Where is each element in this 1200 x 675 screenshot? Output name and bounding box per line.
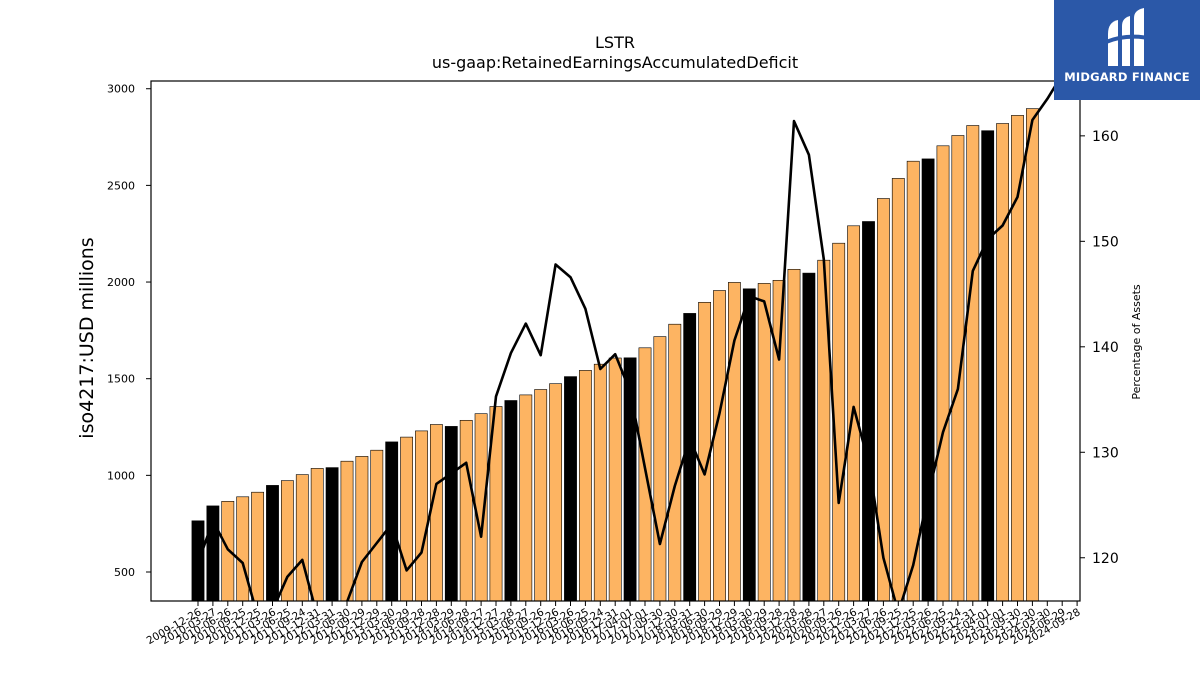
bar	[504, 400, 518, 602]
bar	[787, 268, 801, 602]
bar	[593, 363, 607, 602]
bar	[951, 135, 965, 602]
bar	[757, 283, 771, 602]
chart-subtitle: us-gaap:RetainedEarningsAccumulatedDefic…	[432, 53, 798, 72]
logo-text: MIDGARD FINANCE	[1064, 70, 1190, 84]
bar	[921, 158, 935, 602]
bar	[251, 491, 264, 602]
y-tick-label: 2000	[107, 276, 135, 289]
bar	[608, 357, 622, 602]
y-tick-label: 500	[114, 566, 135, 579]
y2-tick-label: 150	[1092, 234, 1119, 250]
bar	[772, 279, 786, 602]
bar	[996, 123, 1009, 602]
bar	[668, 323, 682, 602]
bar	[400, 436, 413, 602]
y-tick-label: 1500	[107, 373, 135, 386]
bar	[1026, 108, 1039, 602]
bar	[295, 474, 309, 602]
bar	[266, 485, 279, 602]
bar	[906, 160, 920, 602]
y-tick-label: 1000	[107, 469, 135, 482]
logo: MIDGARD FINANCE	[1054, 0, 1200, 100]
chart-title: LSTR	[595, 33, 635, 52]
bar	[310, 468, 324, 602]
bar	[370, 449, 384, 602]
bar	[221, 500, 235, 602]
line-layer	[196, 81, 1060, 601]
bar	[385, 441, 399, 602]
bar	[802, 272, 816, 602]
bar	[340, 460, 354, 602]
y-axis-label: iso4217:USD millions	[76, 237, 98, 438]
percentage-of-assets-line	[196, 81, 1060, 601]
bar	[683, 313, 697, 602]
y2-tick-label: 130	[1092, 445, 1119, 461]
bar	[876, 198, 890, 602]
bar	[415, 430, 428, 602]
bar	[236, 496, 250, 602]
bar	[429, 424, 443, 602]
y2-tick-label: 140	[1092, 340, 1119, 356]
bar	[1011, 115, 1024, 602]
bar	[742, 288, 756, 602]
axes-layer: 5001000150020002500300012013014015016020…	[107, 80, 1119, 647]
bar	[653, 336, 667, 602]
bar	[444, 426, 458, 602]
y-tick-label: 2500	[107, 179, 135, 192]
bar	[534, 389, 548, 602]
bar	[325, 467, 339, 602]
bar	[355, 456, 369, 602]
bar	[280, 480, 294, 602]
bar	[549, 383, 562, 602]
bar	[578, 370, 592, 602]
bar	[459, 419, 473, 602]
bar	[564, 376, 577, 602]
bar	[891, 178, 905, 602]
bar	[519, 394, 533, 602]
y2-tick-label: 120	[1092, 551, 1119, 567]
bar	[936, 145, 950, 602]
y2-axis-label: Percentage of Assets	[1130, 284, 1143, 400]
bar	[862, 221, 875, 602]
y2-tick-label: 160	[1092, 129, 1119, 145]
midgard-mark-icon	[1105, 8, 1149, 66]
bar	[966, 125, 980, 602]
bar	[981, 130, 995, 602]
bar	[713, 290, 726, 602]
y-tick-label: 3000	[107, 83, 135, 96]
